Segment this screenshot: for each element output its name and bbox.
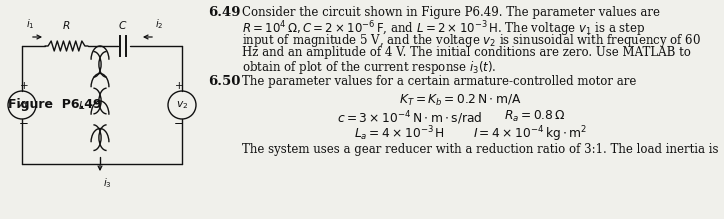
Text: $R = 10^4\,\Omega, C = 2 \times 10^{-6}\,\mathrm{F}$, and $L = 2 \times 10^{-3}\: $R = 10^4\,\Omega, C = 2 \times 10^{-6}\…	[242, 19, 646, 39]
Text: $K_T = K_b = 0.2\,\mathrm{N \cdot m/A}$: $K_T = K_b = 0.2\,\mathrm{N \cdot m/A}$	[399, 93, 521, 108]
Text: 6.49: 6.49	[208, 6, 240, 19]
Text: +: +	[174, 81, 183, 91]
Text: obtain of plot of the current response $i_3(t)$.: obtain of plot of the current response $…	[242, 59, 497, 76]
Text: $c = 3 \times 10^{-4}\,\mathrm{N \cdot m \cdot s/rad}$: $c = 3 \times 10^{-4}\,\mathrm{N \cdot m…	[337, 110, 483, 127]
Text: The system uses a gear reducer with a reduction ratio of 3:1. The load inertia i: The system uses a gear reducer with a re…	[242, 143, 718, 156]
Text: input of magnitude 5 V, and the voltage $v_2$ is sinusoidal with frequency of 60: input of magnitude 5 V, and the voltage …	[242, 32, 701, 49]
Text: +: +	[20, 81, 28, 91]
Text: $v_1$: $v_1$	[16, 99, 28, 111]
Text: $i_2$: $i_2$	[155, 17, 164, 31]
Text: The parameter values for a certain armature-controlled motor are: The parameter values for a certain armat…	[242, 75, 636, 88]
Text: $L$: $L$	[78, 99, 85, 111]
Text: Figure  P6.49: Figure P6.49	[8, 98, 101, 111]
Text: −: −	[19, 118, 29, 131]
Text: $v_2$: $v_2$	[176, 99, 188, 111]
Text: $L_a = 4 \times 10^{-3}\,\mathrm{H}$: $L_a = 4 \times 10^{-3}\,\mathrm{H}$	[355, 125, 445, 143]
Text: $I = 4 \times 10^{-4}\,\mathrm{kg \cdot m^2}$: $I = 4 \times 10^{-4}\,\mathrm{kg \cdot …	[473, 125, 587, 144]
Text: Hz and an amplitude of 4 V. The initial conditions are zero. Use MATLAB to: Hz and an amplitude of 4 V. The initial …	[242, 46, 691, 59]
Text: $R$: $R$	[62, 19, 70, 31]
Text: Consider the circuit shown in Figure P6.49. The parameter values are: Consider the circuit shown in Figure P6.…	[242, 6, 660, 19]
Text: $i_3$: $i_3$	[103, 176, 111, 190]
Text: $C$: $C$	[118, 19, 127, 31]
Text: $i_1$: $i_1$	[26, 17, 35, 31]
Text: 6.50: 6.50	[208, 75, 240, 88]
Text: $R_a = 0.8\,\Omega$: $R_a = 0.8\,\Omega$	[505, 110, 565, 124]
Text: −: −	[174, 118, 184, 131]
